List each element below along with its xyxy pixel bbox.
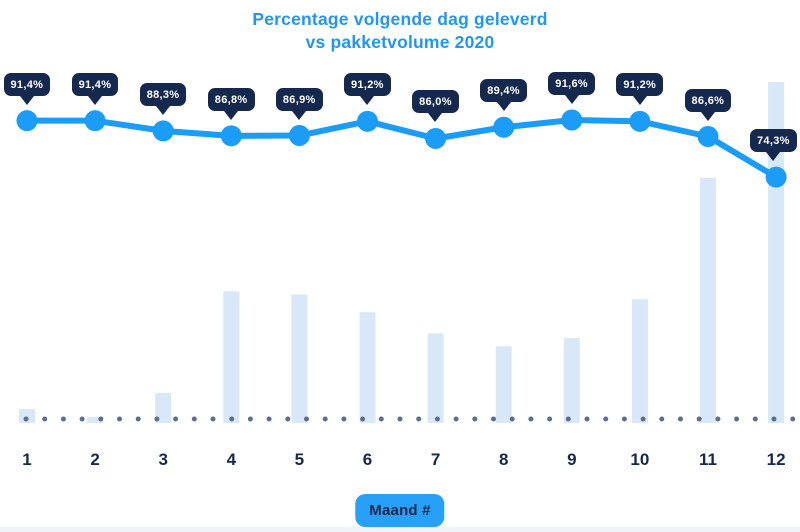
delivery-point-month-7 — [425, 127, 447, 149]
baseline-dot — [659, 416, 665, 422]
baseline-dot — [341, 416, 347, 422]
baseline-dot — [135, 416, 141, 422]
baseline-dot — [584, 416, 590, 422]
baseline-dot — [603, 416, 609, 422]
delivery-point-month-5 — [288, 125, 310, 147]
delivery-point-month-4 — [220, 125, 242, 147]
delivery-point-month-6 — [357, 110, 378, 132]
volume-bar-month-6 — [359, 312, 376, 423]
delivery-point-month-11 — [697, 126, 719, 147]
volume-bar-month-2 — [87, 416, 104, 423]
baseline-dot — [528, 416, 534, 422]
baseline-dot — [621, 416, 627, 422]
baseline-dot — [640, 416, 646, 422]
baseline-dot — [678, 416, 683, 422]
chart-title: Percentage volgende dag geleverd vs pakk… — [0, 8, 800, 54]
volume-bar-month-10 — [631, 299, 648, 423]
baseline-dot — [453, 416, 459, 422]
delivery-point-month-9 — [561, 109, 583, 131]
baseline-dot — [266, 416, 272, 422]
baseline-dot — [752, 416, 758, 422]
baseline-dot — [509, 416, 515, 422]
baseline-dot — [715, 416, 721, 422]
volume-bar-month-12 — [768, 82, 785, 423]
delivery-point-month-8 — [493, 116, 515, 138]
baseline-dot — [360, 416, 366, 422]
volume-bar-month-5 — [291, 294, 308, 423]
baseline-dot — [790, 416, 796, 422]
baseline-dot — [60, 416, 66, 422]
delivery-point-month-1 — [16, 110, 38, 132]
baseline-dot — [397, 416, 403, 422]
volume-bar-month-1 — [19, 409, 35, 423]
baseline-dot — [696, 416, 702, 422]
baseline-dot — [322, 416, 328, 422]
baseline-dot — [117, 416, 122, 422]
volume-bar-month-3 — [155, 392, 172, 423]
volume-bar-month-9 — [563, 338, 580, 423]
baseline-dot — [173, 416, 179, 422]
baseline-dot — [247, 416, 253, 422]
baseline-dot — [23, 416, 29, 422]
baseline-dot — [547, 416, 553, 422]
baseline-dot — [434, 416, 440, 422]
baseline-dot — [229, 416, 235, 422]
delivery-point-month-10 — [629, 110, 651, 132]
volume-bar-month-4 — [223, 291, 240, 423]
baseline-dot — [42, 416, 48, 422]
baseline-dot — [491, 416, 496, 422]
baseline-dot — [472, 416, 478, 422]
baseline-dot — [98, 416, 104, 422]
page-edge-strip — [0, 527, 800, 532]
baseline-dot — [79, 416, 85, 422]
delivery-percentage-line — [24, 117, 780, 181]
delivery-point-month-2 — [84, 110, 106, 132]
volume-bar-month-11 — [700, 177, 716, 423]
volume-bar-month-7 — [427, 333, 444, 423]
baseline-dot — [734, 416, 740, 422]
baseline-dot — [565, 416, 571, 422]
baseline-dot — [210, 416, 216, 422]
baseline-dot — [154, 416, 160, 422]
chart-title-line2: vs pakketvolume 2020 — [305, 32, 495, 52]
baseline-dot — [191, 416, 197, 422]
baseline-dot — [304, 416, 309, 422]
chart-title-line1: Percentage volgende dag geleverd — [252, 9, 548, 29]
baseline-dot — [378, 416, 384, 422]
volume-bar-month-8 — [495, 346, 512, 423]
baseline-dot — [285, 416, 291, 422]
delivery-point-month-12 — [765, 166, 787, 188]
baseline-dot — [771, 416, 777, 422]
x-axis-title: Maand # — [369, 502, 431, 519]
x-axis-title-pill: Maand # — [355, 494, 445, 527]
baseline-dot — [416, 416, 422, 422]
delivery-point-month-3 — [152, 120, 174, 142]
